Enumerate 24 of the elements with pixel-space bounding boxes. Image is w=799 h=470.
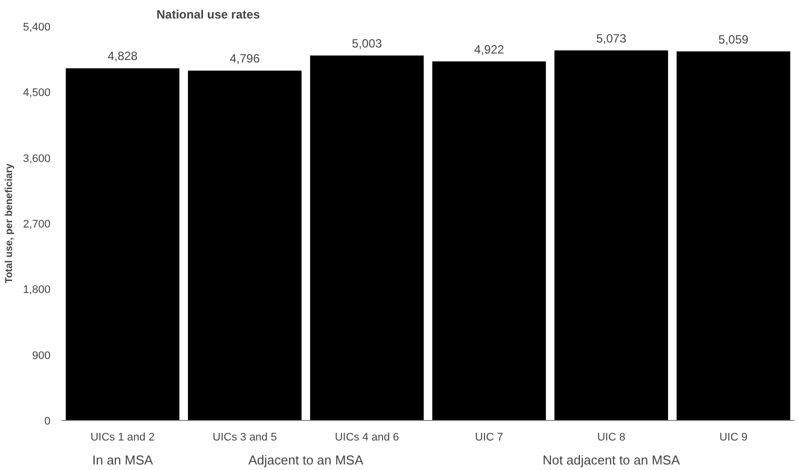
y-tick-label: 5,400 <box>22 22 51 34</box>
y-tick-label: 4,500 <box>22 87 51 100</box>
x-tick-label: UICs 1 and 2 <box>90 432 155 444</box>
data-label: 4,796 <box>230 52 260 66</box>
y-tick-label: 2,700 <box>22 218 51 230</box>
y-tick-label: 900 <box>32 350 51 362</box>
data-label: 4,922 <box>474 42 504 56</box>
data-label: 5,003 <box>352 36 382 50</box>
x-tick-label: UICs 4 and 6 <box>334 432 400 444</box>
x-tick-label: UIC 9 <box>719 432 748 444</box>
text: In an MSA <box>92 452 154 468</box>
x-tick-label: UIC 8 <box>597 432 626 444</box>
y-tick-label: 3,600 <box>22 152 51 165</box>
data-label: 5,073 <box>596 31 627 46</box>
data-label: 5,059 <box>718 32 749 46</box>
data-label: 4,828 <box>108 49 138 64</box>
text: Not adjacent to an MSA <box>542 452 680 468</box>
y-axis-title: Total use, per beneficiary <box>4 163 15 284</box>
x-tick-label: UICs 3 and 5 <box>212 432 277 444</box>
y-tick-label: 0 <box>44 416 51 428</box>
x-tick-label: UIC 7 <box>475 432 504 444</box>
text: Adjacent to an MSA <box>248 452 364 468</box>
y-tick-label: 1,800 <box>22 284 51 296</box>
chart-title: National use rates <box>156 8 260 22</box>
